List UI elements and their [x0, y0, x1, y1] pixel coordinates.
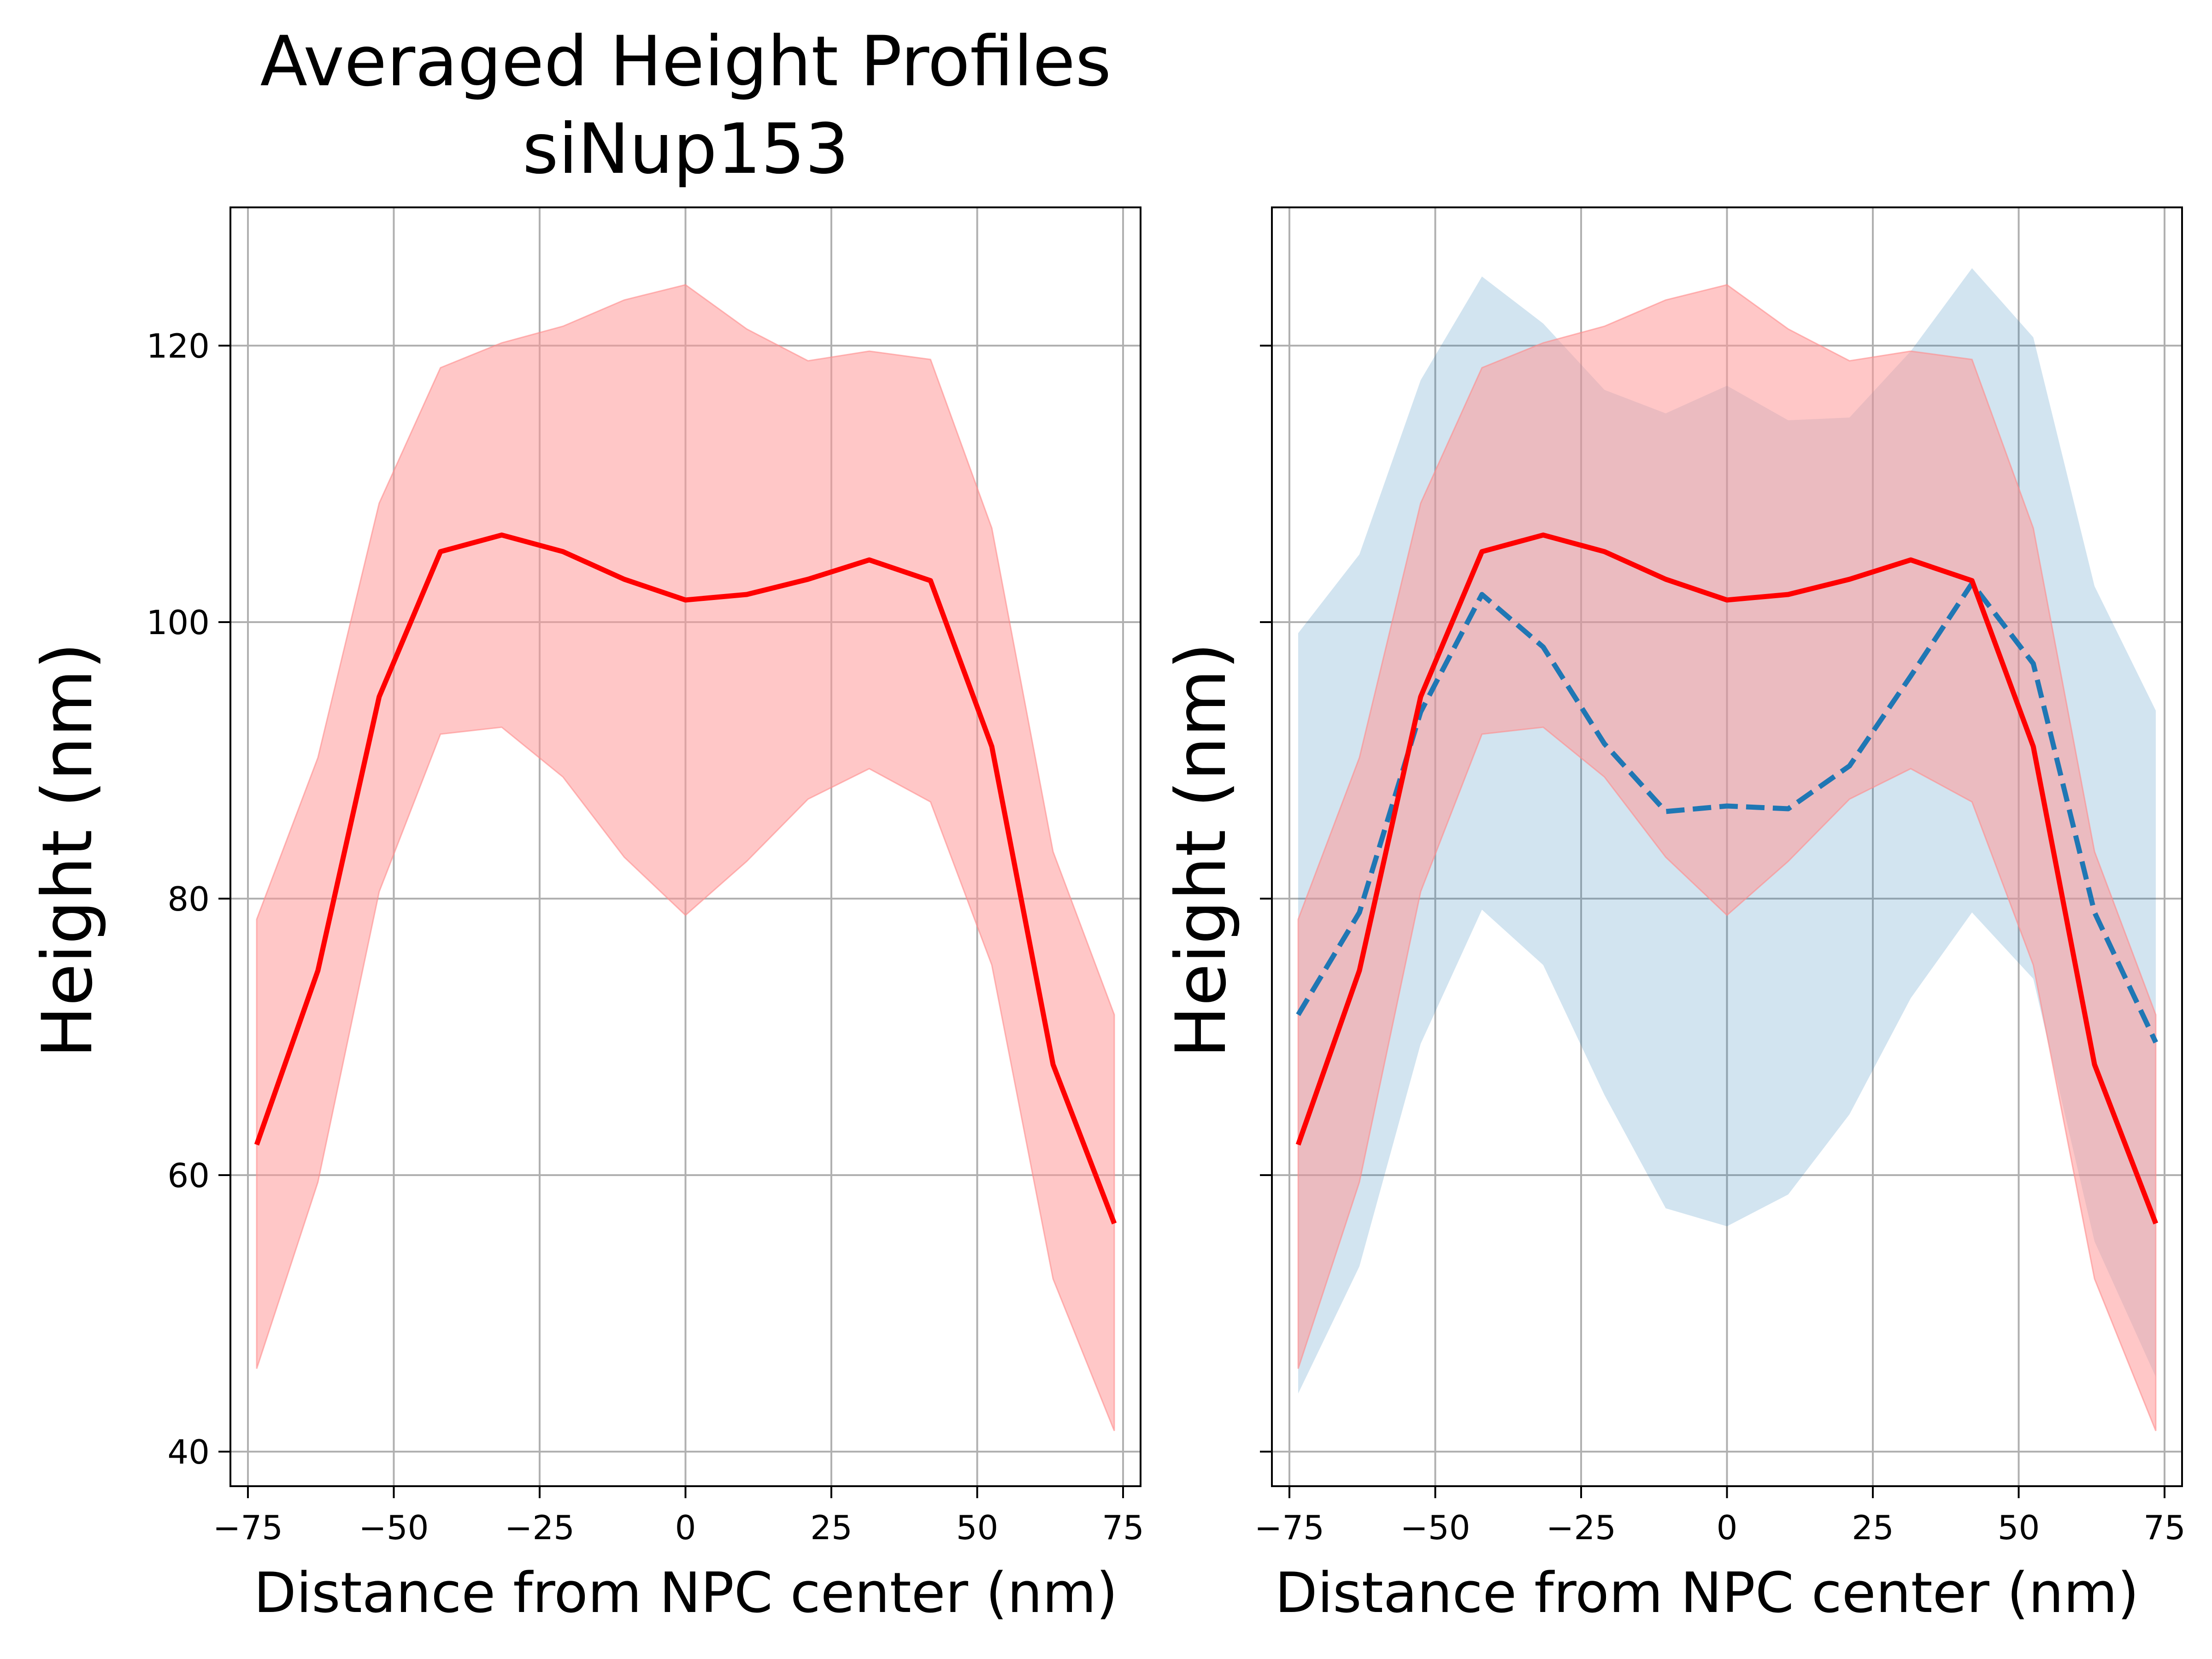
panel1-title-line1: Averaged Height Profiles [260, 22, 1112, 102]
x-tick-label: −50 [1400, 1508, 1471, 1547]
panel2-x-axis-label: Distance from NPC center (nm) [1275, 1561, 2139, 1625]
right-plot-panel: −75 −50 −25 0 25 50 75 [1254, 206, 2186, 1547]
panel1-title-line2: siNup153 [523, 109, 849, 189]
x-tick-label: 0 [675, 1508, 696, 1547]
series-0-line [1296, 581, 2158, 1044]
y-tick-label: 60 [167, 1156, 210, 1195]
x-tick-label: −75 [213, 1508, 283, 1547]
panel1-x-axis-label: Distance from NPC center (nm) [253, 1561, 1118, 1625]
x-tick-label: 25 [1852, 1508, 1894, 1547]
series-1-line [1295, 532, 2159, 1224]
y-tick-label: 100 [147, 603, 210, 642]
x-tick-label: −25 [505, 1508, 575, 1547]
x-tick-label: −75 [1254, 1508, 1324, 1547]
x-tick-label: −50 [359, 1508, 429, 1547]
x-tick-label: 25 [810, 1508, 853, 1547]
y-tick-label: 120 [147, 327, 210, 365]
series-0-line [254, 532, 1117, 1224]
x-tick-label: 75 [1102, 1508, 1144, 1547]
x-tick-label: 50 [956, 1508, 999, 1547]
x-tick-label: 50 [1998, 1508, 2040, 1547]
x-tick-label: 0 [1717, 1508, 1738, 1547]
left-plot-panel: −75 −50 −25 0 25 50 75 40 60 80 100 120 [147, 206, 1144, 1547]
x-tick-label: 75 [2143, 1508, 2186, 1547]
panel2-y-axis-label: Height (nm) [1161, 642, 1241, 1058]
y-tick-label: 80 [167, 880, 210, 918]
y-tick-label: 40 [167, 1433, 210, 1471]
x-tick-label: −25 [1546, 1508, 1616, 1547]
panel1-y-axis-label: Height (nm) [28, 642, 108, 1058]
